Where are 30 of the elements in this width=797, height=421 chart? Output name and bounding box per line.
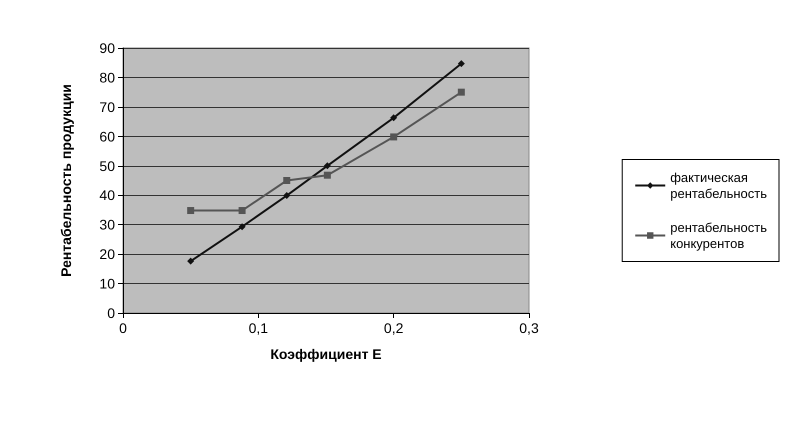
y-tick-label: 40 [99,187,116,204]
point [390,133,398,140]
point [238,207,246,214]
y-tick-label: 80 [99,69,116,86]
y-tick-label: 90 [99,40,116,56]
y-tick-label: 60 [99,128,116,144]
y-tick-label: 20 [99,246,116,262]
legend-label: рентабельность конкурентов [670,220,768,251]
point [238,223,246,230]
point [458,88,465,96]
point [187,258,194,265]
y-tick-label: 30 [99,216,116,233]
point [458,60,465,68]
legend-label: фактическая рентабельность [670,170,768,201]
point [324,172,331,179]
point [324,162,331,170]
x-axis-title: Коэффициент Е [270,346,382,362]
x-tick-label: 0 [119,320,128,336]
point [283,192,290,200]
y-tick-label: 70 [99,98,116,115]
y-tick-label: 50 [99,158,116,174]
x-tick-label: 0,1 [248,320,268,336]
x-tick-label: 0,2 [384,320,404,336]
point [283,177,290,184]
point [187,207,194,214]
y-tick-label: 10 [99,276,116,292]
point [390,114,398,122]
y-tick-label: 0 [107,305,116,321]
y-axis-title: Рентабельность продукции [58,84,74,277]
x-tick-label: 0,3 [519,320,539,336]
